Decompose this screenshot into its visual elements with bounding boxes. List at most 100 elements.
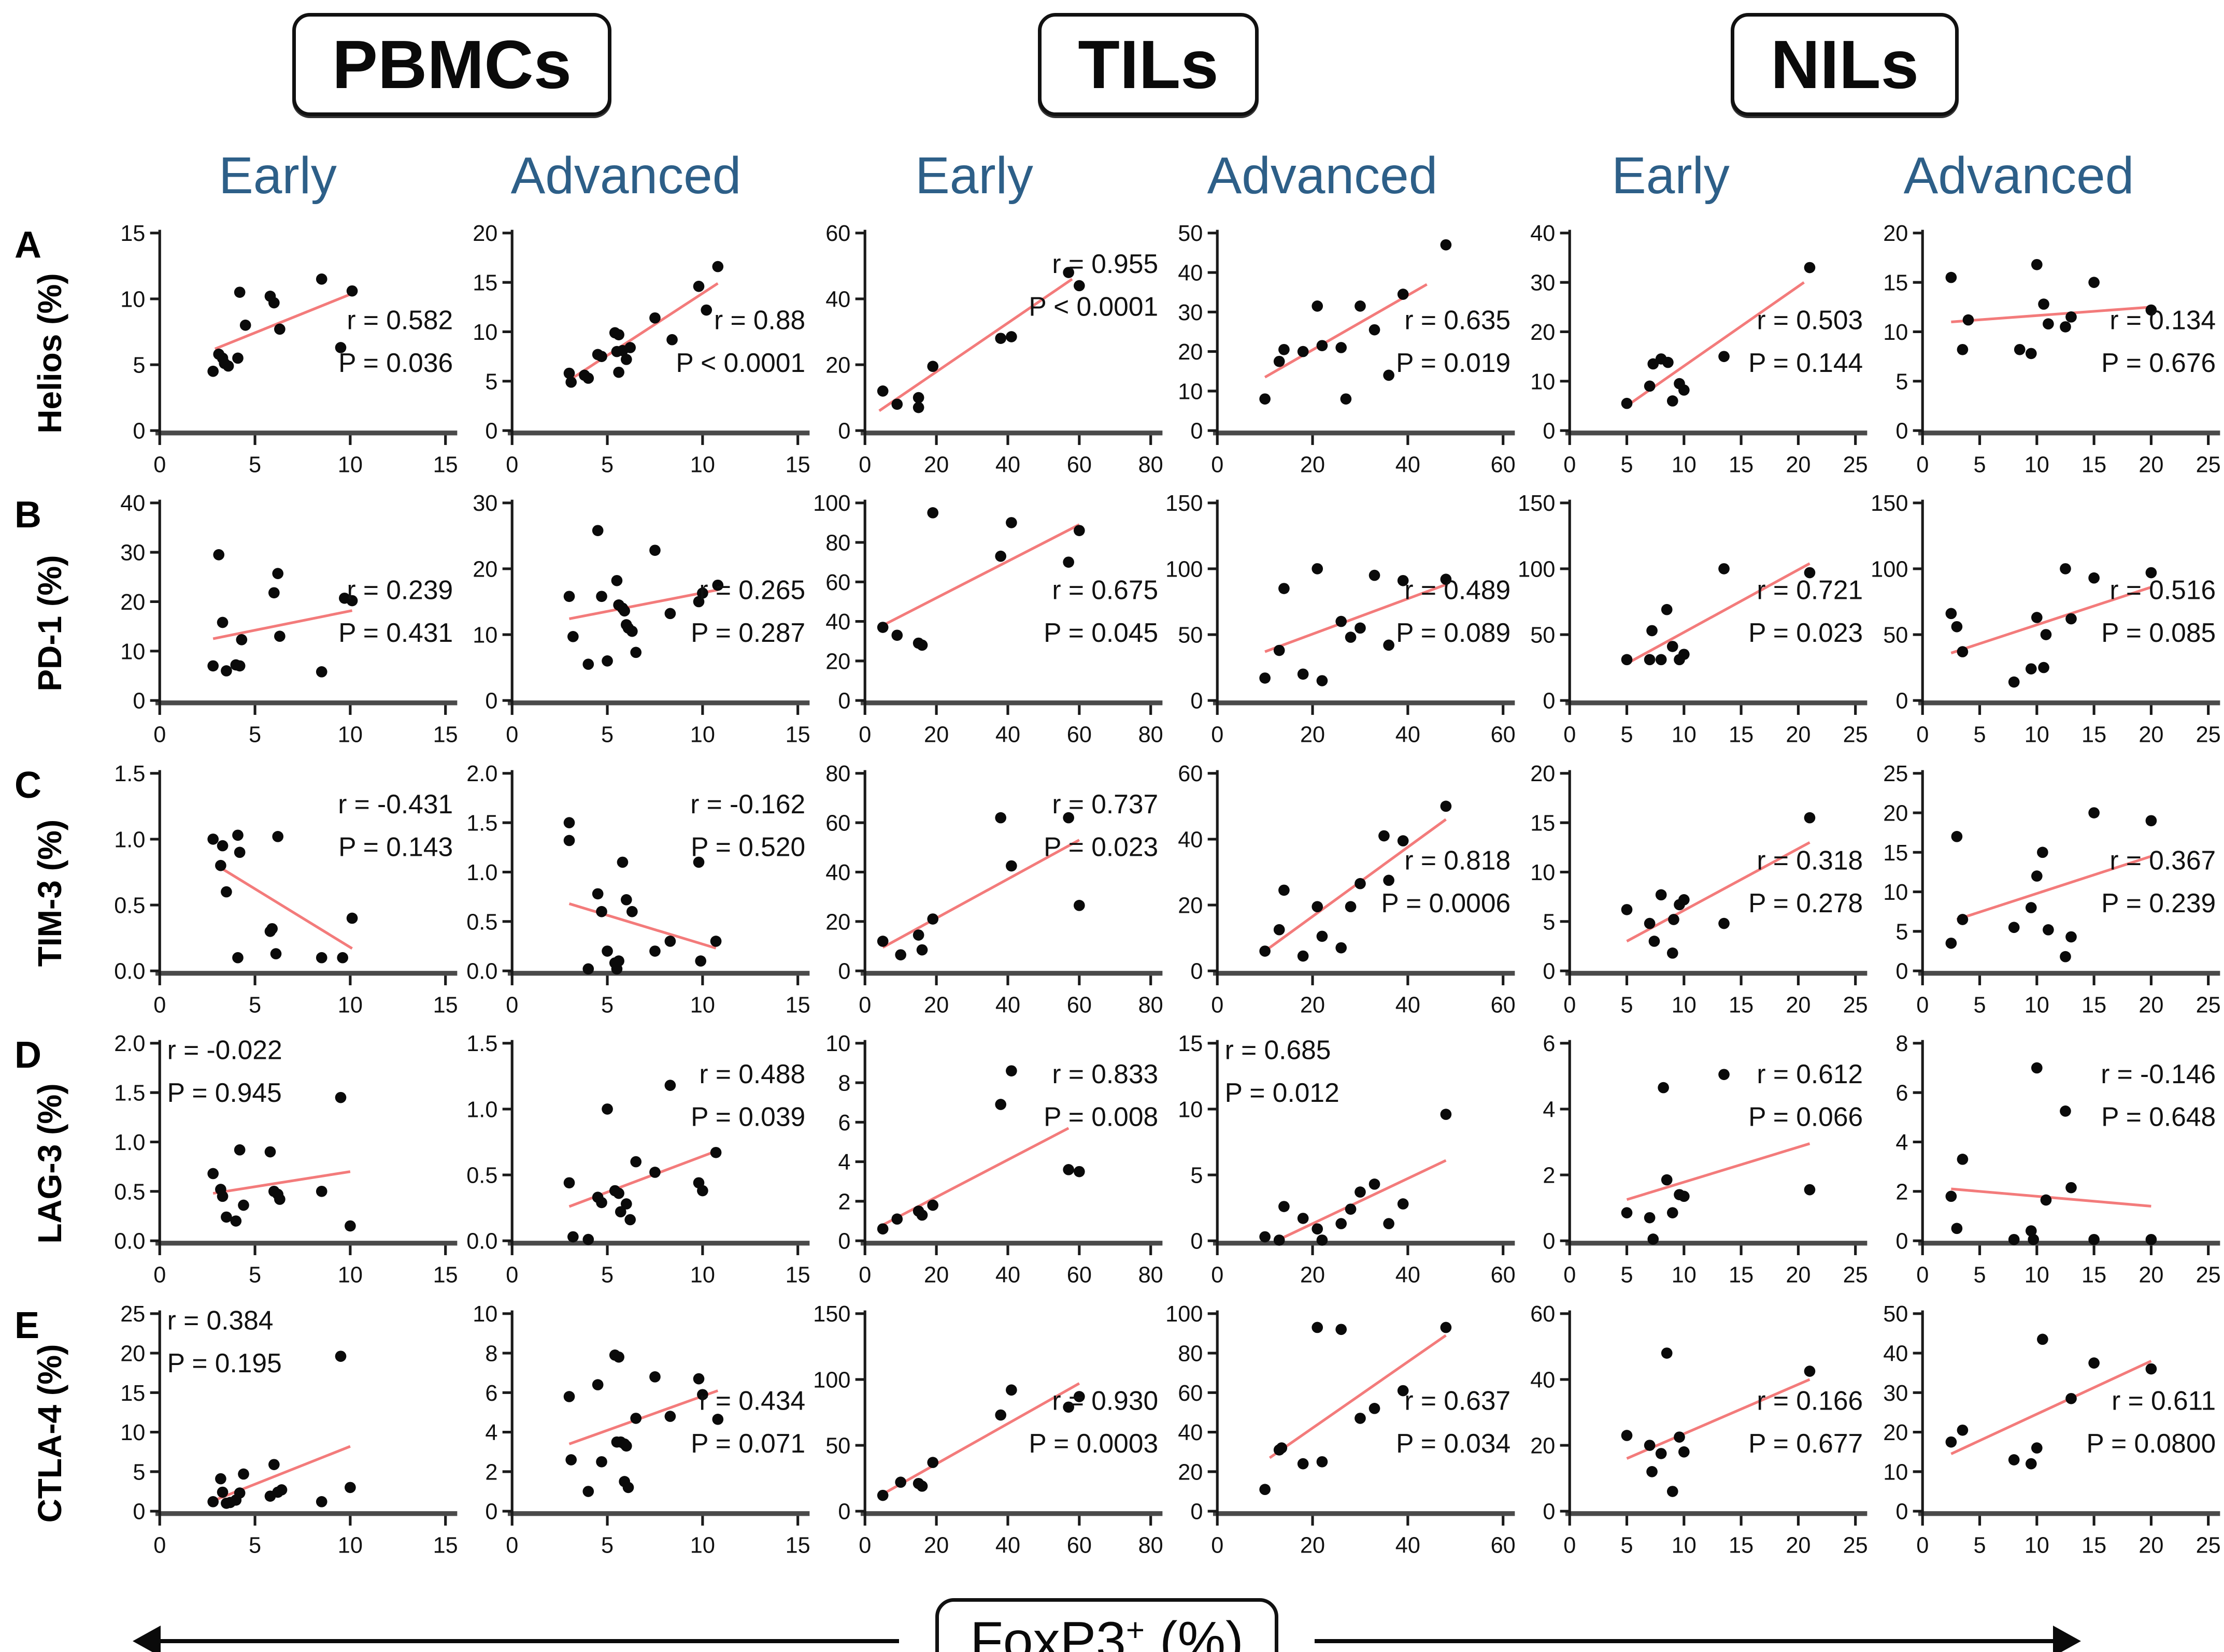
x-tick-label: 20 bbox=[1786, 453, 1811, 478]
x-tick-label: 5 bbox=[1973, 993, 1986, 1017]
data-point bbox=[2028, 1234, 2039, 1245]
data-point bbox=[1397, 1385, 1409, 1396]
y-tick-label: 15 bbox=[1178, 1031, 1203, 1056]
data-point bbox=[1297, 1458, 1309, 1470]
y-tick-label: 20 bbox=[825, 353, 850, 378]
data-point bbox=[995, 333, 1006, 344]
r-value-label: r = 0.737 bbox=[1052, 789, 1158, 819]
y-tick-label: 15 bbox=[473, 271, 498, 296]
data-point bbox=[623, 1482, 634, 1493]
data-point bbox=[217, 617, 229, 628]
data-point bbox=[877, 622, 889, 634]
regression-line bbox=[882, 523, 1080, 627]
data-point bbox=[1355, 878, 1366, 889]
data-point bbox=[207, 365, 219, 377]
data-point bbox=[895, 1476, 906, 1488]
scatter-plot: 0 20 40 60 80 0 20 40 60 80 100 r = 0.675 P = 0.045 bbox=[813, 492, 1163, 748]
p-value-label: P < 0.0001 bbox=[1029, 292, 1158, 322]
data-point bbox=[2025, 1225, 2037, 1237]
y-tick-label: 40 bbox=[825, 610, 850, 635]
y-tick-label: 0 bbox=[838, 419, 850, 444]
x-tick-label: 5 bbox=[601, 993, 614, 1017]
x-tick-label: 40 bbox=[1395, 453, 1420, 478]
data-point bbox=[1073, 899, 1085, 911]
data-point bbox=[316, 273, 327, 285]
x-tick-label: 20 bbox=[924, 1533, 949, 1558]
x-axis bbox=[1213, 970, 1515, 976]
r-value-label: r = 0.166 bbox=[1757, 1385, 1863, 1415]
r-value-label: r = 0.612 bbox=[1757, 1059, 1863, 1089]
y-tick-label: 4 bbox=[1543, 1098, 1556, 1123]
x-tick-label: 20 bbox=[924, 723, 949, 748]
data-point bbox=[664, 1080, 676, 1091]
data-point bbox=[565, 376, 577, 388]
regression-line bbox=[1950, 586, 2151, 655]
data-point bbox=[1355, 1412, 1366, 1424]
x-tick-label: 5 bbox=[1621, 453, 1633, 478]
regression-line bbox=[1950, 1187, 2151, 1208]
data-point bbox=[345, 1482, 356, 1493]
data-point bbox=[664, 608, 676, 620]
data-point bbox=[1804, 567, 1816, 579]
foxp3-sup: + bbox=[1125, 1612, 1145, 1648]
p-value-label: P = 0.677 bbox=[1748, 1428, 1863, 1458]
data-point bbox=[564, 817, 575, 828]
data-point bbox=[1646, 1466, 1658, 1477]
y-tick-label: 40 bbox=[1531, 1368, 1556, 1392]
data-point bbox=[712, 580, 724, 591]
data-point bbox=[2031, 870, 2043, 882]
data-point bbox=[2042, 924, 2054, 936]
y-tick-label: 5 bbox=[1895, 920, 1908, 944]
data-point bbox=[710, 935, 722, 947]
data-point bbox=[2031, 1442, 2043, 1454]
plot-B-2: 0 5 10 15 0 10 20 30 r = 0.265 P = 0.287 bbox=[456, 490, 811, 756]
x-axis bbox=[860, 700, 1163, 706]
data-point bbox=[2014, 343, 2026, 355]
data-point bbox=[666, 334, 678, 346]
data-point bbox=[995, 1099, 1006, 1110]
data-point bbox=[596, 591, 608, 602]
data-point bbox=[649, 945, 661, 957]
data-point bbox=[913, 401, 924, 413]
data-point bbox=[927, 913, 938, 925]
x-tick-label: 15 bbox=[1729, 723, 1753, 748]
x-axis bbox=[508, 430, 810, 436]
data-point bbox=[316, 952, 327, 964]
y-tick-label: 0 bbox=[1895, 959, 1908, 984]
data-point bbox=[222, 360, 234, 372]
y-tick-label: 5 bbox=[486, 369, 498, 394]
data-point bbox=[232, 952, 244, 964]
y-tick-label: 50 bbox=[825, 1433, 850, 1458]
y-tick-label: 10 bbox=[1883, 1460, 1908, 1485]
data-point bbox=[1311, 1223, 1323, 1235]
data-point bbox=[1644, 654, 1656, 666]
p-value-label: P = 0.0003 bbox=[1029, 1428, 1158, 1458]
y-tick-label: 1.5 bbox=[467, 811, 498, 836]
row-label-tim3: C TIM-3 (%) bbox=[0, 760, 104, 1027]
x-tick-label: 15 bbox=[1729, 1533, 1753, 1558]
data-point bbox=[916, 1209, 928, 1221]
data-point bbox=[1311, 300, 1323, 312]
regression-line bbox=[1264, 583, 1447, 653]
x-tick-label: 25 bbox=[1843, 993, 1868, 1017]
data-point bbox=[712, 261, 724, 272]
y-axis-label-pd1: PD-1 (%) bbox=[31, 555, 68, 692]
scatter-plot: 0 5 10 15 20 25 0 5 10 15 20 25 r = 0.367 P = 0.239 bbox=[1883, 762, 2221, 1017]
data-point bbox=[582, 963, 594, 974]
x-tick-label: 10 bbox=[1672, 723, 1696, 748]
data-point bbox=[1962, 314, 1974, 326]
data-point bbox=[1397, 835, 1409, 846]
y-tick-label: 20 bbox=[825, 910, 850, 935]
regression-line bbox=[216, 864, 353, 950]
y-tick-label: 20 bbox=[473, 221, 498, 246]
p-value-label: P = 0.431 bbox=[338, 617, 453, 648]
x-tick-label: 5 bbox=[249, 1263, 261, 1288]
y-tick-label: 1.0 bbox=[114, 1130, 145, 1155]
y-axis-label-lag3: LAG-3 (%) bbox=[31, 1083, 68, 1244]
y-tick-label: 60 bbox=[1178, 762, 1203, 786]
y-tick-label: 60 bbox=[825, 221, 850, 246]
data-point bbox=[1957, 1424, 1968, 1436]
data-point bbox=[1678, 384, 1690, 396]
regression-line bbox=[212, 1170, 351, 1195]
x-tick-label: 10 bbox=[2024, 1263, 2049, 1288]
